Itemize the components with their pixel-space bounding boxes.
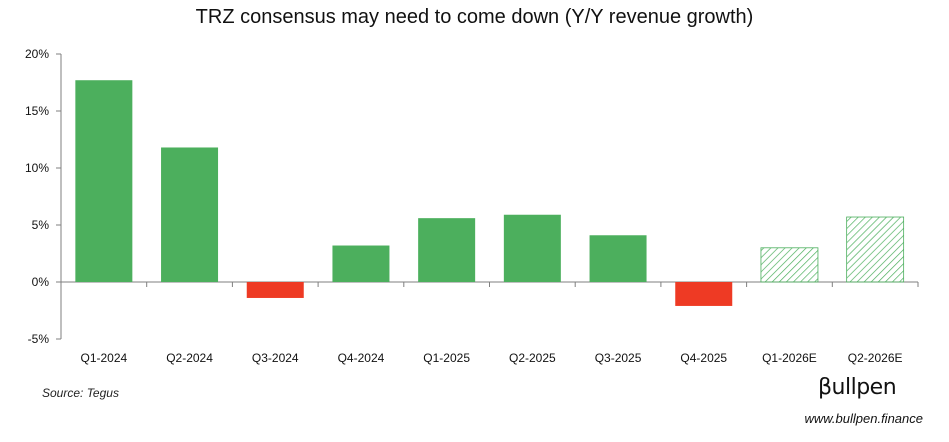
y-tick-label: -5% xyxy=(28,332,50,346)
bar-q4-2024 xyxy=(332,245,390,282)
x-tick-label: Q2-2025 xyxy=(509,351,556,365)
x-tick-label: Q4-2024 xyxy=(338,351,385,365)
bars xyxy=(75,80,905,306)
bar-q4-2025 xyxy=(675,282,733,306)
x-tick-label: Q1-2025 xyxy=(423,351,470,365)
bar-q2-2026e xyxy=(846,216,905,283)
y-tick-label: 15% xyxy=(25,104,49,118)
y-tick-label: 10% xyxy=(25,161,49,175)
bar-q1-2025 xyxy=(418,218,476,282)
x-tick-label: Q3-2024 xyxy=(252,351,299,365)
x-tick-label: Q2-2024 xyxy=(166,351,213,365)
bar-q3-2025 xyxy=(589,235,647,282)
brand-logo: βullpen xyxy=(818,375,897,400)
y-tick-label: 20% xyxy=(25,47,49,61)
y-tick-label: 0% xyxy=(32,275,50,289)
website-link[interactable]: www.bullpen.finance xyxy=(804,411,923,426)
x-tick-label: Q4-2025 xyxy=(680,351,727,365)
bar-q1-2026e xyxy=(760,247,819,283)
bar-q2-2025 xyxy=(503,214,561,282)
y-tick-label: 5% xyxy=(32,218,50,232)
x-tick-label: Q2-2026E xyxy=(848,351,903,365)
chart-title: TRZ consensus may need to come down (Y/Y… xyxy=(195,6,754,28)
bar-q3-2024 xyxy=(246,282,304,298)
x-tick-label: Q3-2025 xyxy=(595,351,642,365)
source-note: Source: Tegus xyxy=(42,386,119,400)
x-tick-label: Q1-2024 xyxy=(80,351,127,365)
bar-q1-2024 xyxy=(75,80,133,282)
x-tick-label: Q1-2026E xyxy=(762,351,817,365)
bar-q2-2024 xyxy=(161,147,219,282)
axis-labels: 20% 15% 10% 5% 0% -5% Q1-2024 Q2-2024 Q3-2024 Q4-… xyxy=(25,47,903,365)
